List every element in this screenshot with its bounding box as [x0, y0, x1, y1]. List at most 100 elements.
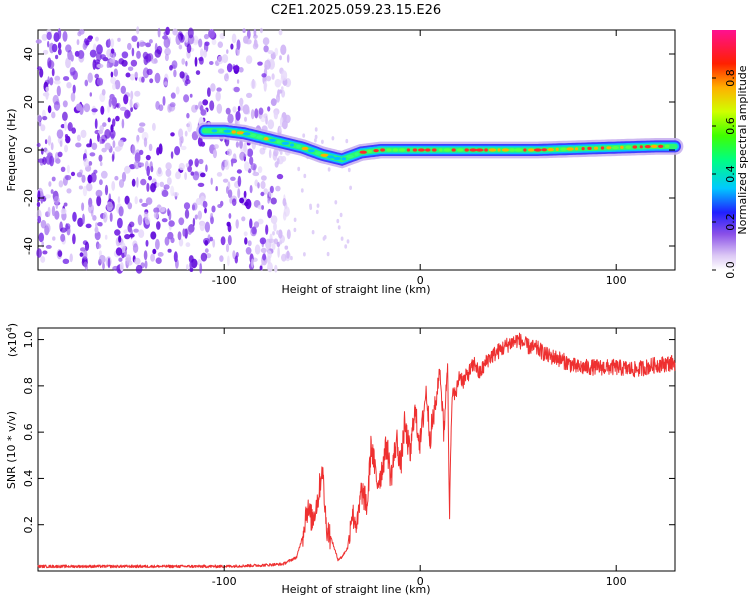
- spectrogram-noise-blob: [286, 250, 290, 259]
- spectrogram-noise-blob: [167, 177, 172, 186]
- spectrogram-ridge-peak: [439, 148, 443, 152]
- spectrogram-noise-blob: [89, 152, 96, 157]
- spectrogram-noise-blob: [36, 114, 42, 123]
- spectrogram-noise-blob: [36, 142, 41, 148]
- spectrogram-noise-blob: [231, 198, 237, 206]
- spectrogram-noise-blob: [349, 185, 352, 190]
- spectrogram-noise-blob: [88, 203, 94, 214]
- spectrogram-noise-blob: [151, 58, 158, 64]
- spectrogram-noise-blob: [236, 169, 242, 174]
- spectrogram-ridge-peak: [664, 144, 670, 148]
- spectrogram-noise-blob: [37, 215, 42, 224]
- spectrogram-noise-blob: [47, 60, 55, 69]
- spectrogram-noise-blob: [165, 26, 170, 36]
- spectrogram-noise-blob: [279, 240, 283, 245]
- spectrogram-noise-blob: [99, 179, 103, 186]
- spectrogram-noise-blob: [137, 127, 145, 133]
- spectrogram-noise-blob: [232, 106, 237, 113]
- spectrogram-ridge-peak: [600, 146, 605, 150]
- spectrogram-noise-blob: [136, 177, 139, 188]
- spectrogram-noise-blob: [157, 167, 162, 175]
- spectrogram-noise-blob: [36, 201, 41, 208]
- spectrogram-noise-blob: [267, 250, 272, 259]
- spectrogram-noise-blob: [50, 142, 54, 151]
- spectrogram-noise-blob: [51, 68, 55, 77]
- spectrogram-ridge-peak: [367, 149, 373, 153]
- spectrogram-noise-blob: [185, 79, 191, 85]
- spectrogram-noise-blob: [274, 264, 278, 273]
- spectrogram-noise-blob: [194, 158, 199, 168]
- spectrogram-noise-blob: [108, 38, 111, 48]
- spectrogram-noise-blob: [199, 105, 204, 112]
- spectrogram-noise-blob: [119, 262, 124, 272]
- spectrogram-noise-blob: [262, 37, 270, 46]
- spectrogram-noise-blob: [280, 70, 288, 81]
- colorbar-tick-label: 0.8: [724, 69, 737, 87]
- spectrogram-noise-blob: [293, 217, 297, 222]
- spectrogram-noise-blob: [114, 229, 121, 236]
- spectrogram-noise-blob: [110, 71, 114, 78]
- spectrogram-noise-blob: [144, 260, 148, 269]
- spectrogram-ridge-peak: [398, 148, 406, 152]
- spectrogram-noise-blob: [261, 73, 267, 78]
- spectrogram-noise-blob: [76, 39, 80, 46]
- spectrogram-ridge-peak: [560, 147, 568, 151]
- spectrogram-noise-blob: [172, 28, 178, 36]
- spectrogram-noise-blob: [112, 54, 116, 66]
- spectrogram-noise-blob: [183, 94, 190, 103]
- spectrogram-noise-blob: [150, 231, 157, 240]
- spectrogram-noise-blob: [257, 61, 263, 66]
- spectrogram-noise-blob: [242, 28, 246, 33]
- spectrogram-noise-blob: [244, 237, 248, 245]
- spectrogram-ridge-peak: [443, 148, 452, 152]
- spectrogram-noise-blob: [64, 144, 68, 153]
- spectrogram-noise-blob: [245, 247, 252, 255]
- x-tick-label: 0: [417, 575, 424, 588]
- spectrogram-noise-blob: [82, 213, 85, 225]
- spectrogram-ridge-peak: [269, 138, 276, 142]
- spectrogram-noise-blob: [64, 120, 67, 131]
- spectrogram-noise-blob: [37, 190, 41, 202]
- spectrogram-noise-blob: [237, 188, 241, 199]
- spectrogram-noise-blob: [216, 103, 223, 114]
- spectrogram-noise-blob: [259, 265, 263, 271]
- spectrogram-noise-blob: [186, 112, 190, 119]
- spectrogram-noise-blob: [133, 228, 139, 233]
- spectrogram-noise-blob: [65, 223, 71, 230]
- spectrogram-noise-blob: [253, 39, 258, 47]
- spectrogram-noise-blob: [302, 133, 306, 138]
- spectrogram-noise-blob: [275, 185, 281, 192]
- spectrogram-noise-blob: [125, 254, 132, 263]
- spectrogram-noise-blob: [145, 239, 149, 247]
- spectrogram-noise-blob: [148, 175, 152, 181]
- spectrogram-noise-blob: [146, 165, 150, 177]
- spectrogram-noise-blob: [51, 111, 56, 119]
- spectrogram-noise-blob: [195, 70, 201, 75]
- spectrogram-noise-blob: [198, 57, 204, 62]
- spectrogram-noise-blob: [159, 181, 165, 187]
- spectrogram-ridge-peak: [508, 148, 516, 152]
- spectrogram-noise-blob: [169, 102, 176, 108]
- spectrogram-noise-blob: [315, 209, 319, 215]
- spectrogram-noise-blob: [212, 238, 216, 248]
- spectrogram-ridge-peak: [386, 148, 392, 152]
- spectrogram-noise-blob: [55, 54, 59, 60]
- spectrogram-noise-blob: [57, 151, 63, 158]
- spectrogram-ridge-peak: [276, 140, 282, 144]
- spectrogram-noise-blob: [260, 180, 266, 190]
- y-tick-label: -20: [22, 189, 35, 207]
- spectrogram-noise-blob: [314, 134, 318, 140]
- spectrogram-noise-blob: [102, 211, 108, 223]
- spectrogram-ridge-peak: [606, 146, 612, 150]
- spectrogram-noise-blob: [141, 131, 149, 141]
- spectrogram-noise-blob: [293, 227, 297, 233]
- spectrogram-noise-blob: [72, 211, 77, 222]
- spectrogram-ridge-peak: [315, 151, 321, 155]
- spectrogram-noise-blob: [111, 96, 117, 107]
- spectrogram-ridge-peak: [527, 148, 535, 152]
- spectrogram-noise-blob: [47, 76, 50, 85]
- spectrogram-ridge-peak: [231, 130, 236, 134]
- spectrogram-noise-blob: [72, 84, 76, 94]
- spectrogram-noise-blob: [272, 151, 278, 161]
- spectrogram-noise-blob: [181, 58, 185, 65]
